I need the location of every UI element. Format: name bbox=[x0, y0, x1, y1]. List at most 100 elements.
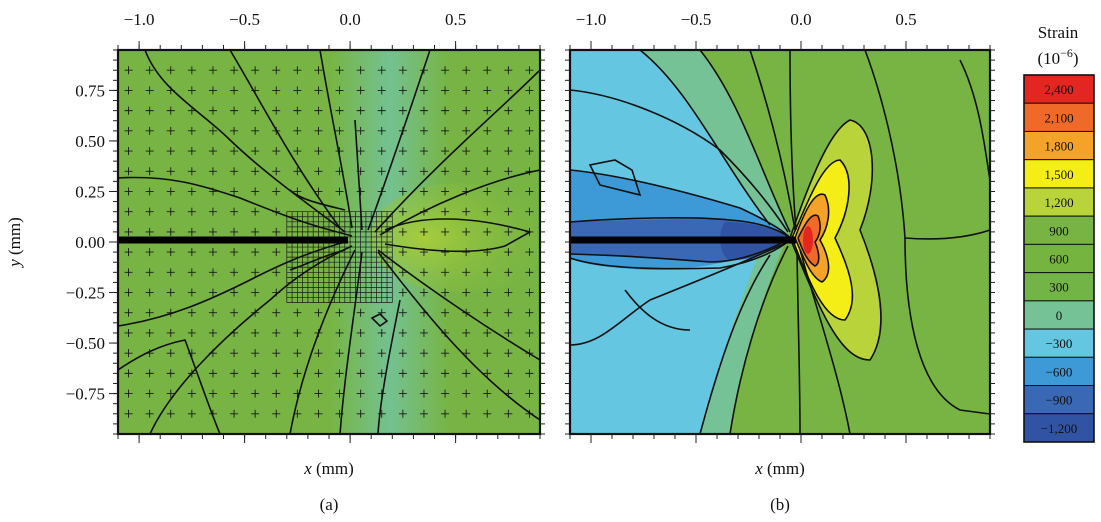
grid-marker bbox=[504, 126, 513, 135]
grid-marker bbox=[441, 106, 450, 115]
grid-marker bbox=[504, 106, 513, 115]
grid-marker bbox=[293, 349, 302, 358]
panel-a-ytick-label: −0.50 bbox=[66, 334, 105, 353]
grid-marker bbox=[272, 106, 281, 115]
grid-marker bbox=[208, 369, 217, 378]
grid-marker bbox=[187, 167, 196, 176]
grid-marker bbox=[124, 126, 133, 135]
colorbar-label: 1,500 bbox=[1044, 167, 1073, 182]
grid-marker bbox=[208, 288, 217, 297]
grid-marker bbox=[145, 66, 154, 75]
panel-b-xlabel-unit: (mm) bbox=[763, 459, 805, 478]
grid-marker bbox=[356, 106, 365, 115]
grid-marker bbox=[441, 268, 450, 277]
grid-marker bbox=[525, 66, 534, 75]
grid-marker bbox=[377, 126, 386, 135]
grid-marker bbox=[504, 349, 513, 358]
grid-marker bbox=[419, 106, 428, 115]
grid-marker bbox=[124, 369, 133, 378]
grid-marker bbox=[166, 106, 175, 115]
panel-a-xlabel: x (mm) bbox=[303, 459, 354, 478]
grid-marker bbox=[166, 147, 175, 156]
grid-marker bbox=[187, 409, 196, 418]
grid-marker bbox=[335, 66, 344, 75]
grid-marker bbox=[124, 207, 133, 216]
grid-marker bbox=[525, 328, 534, 337]
grid-marker bbox=[145, 328, 154, 337]
grid-marker bbox=[166, 409, 175, 418]
grid-marker bbox=[314, 126, 323, 135]
colorbar-label: 2,100 bbox=[1044, 110, 1073, 125]
grid-marker bbox=[272, 328, 281, 337]
grid-marker bbox=[525, 268, 534, 277]
grid-marker bbox=[377, 369, 386, 378]
panel-b: −1.0 −0.5 0.0 0.5 bbox=[565, 10, 995, 443]
grid-marker bbox=[251, 66, 260, 75]
grid-marker bbox=[462, 369, 471, 378]
grid-marker bbox=[462, 126, 471, 135]
grid-marker bbox=[335, 369, 344, 378]
grid-marker bbox=[525, 126, 534, 135]
colorbar-label: −900 bbox=[1046, 393, 1073, 408]
grid-marker bbox=[483, 187, 492, 196]
grid-marker bbox=[504, 66, 513, 75]
grid-marker bbox=[356, 409, 365, 418]
grid-marker bbox=[208, 66, 217, 75]
grid-marker bbox=[272, 167, 281, 176]
grid-marker bbox=[293, 369, 302, 378]
grid-marker bbox=[272, 248, 281, 257]
grid-marker bbox=[187, 268, 196, 277]
grid-marker bbox=[504, 167, 513, 176]
panel-a-label: (a) bbox=[320, 495, 339, 514]
grid-marker bbox=[419, 268, 428, 277]
colorbar-label: −1,200 bbox=[1041, 421, 1078, 436]
grid-marker bbox=[314, 187, 323, 196]
grid-marker bbox=[462, 86, 471, 95]
grid-marker bbox=[251, 389, 260, 398]
grid-marker bbox=[441, 187, 450, 196]
grid-marker bbox=[356, 66, 365, 75]
grid-marker bbox=[166, 349, 175, 358]
grid-marker bbox=[145, 227, 154, 236]
colorbar-label: 1,200 bbox=[1044, 195, 1073, 210]
grid-marker bbox=[124, 86, 133, 95]
grid-marker bbox=[483, 409, 492, 418]
grid-marker bbox=[356, 308, 365, 317]
colorbar-label: 2,400 bbox=[1044, 82, 1073, 97]
grid-marker bbox=[124, 167, 133, 176]
colorbar-cell bbox=[1023, 385, 1095, 415]
grid-marker bbox=[525, 248, 534, 257]
grid-marker bbox=[356, 369, 365, 378]
grid-marker bbox=[187, 227, 196, 236]
panel-b-xtick-label: −0.5 bbox=[681, 10, 712, 29]
grid-marker bbox=[483, 106, 492, 115]
grid-marker bbox=[377, 147, 386, 156]
grid-marker bbox=[462, 207, 471, 216]
grid-marker bbox=[166, 167, 175, 176]
grid-marker bbox=[166, 227, 175, 236]
grid-marker bbox=[251, 328, 260, 337]
grid-marker bbox=[314, 369, 323, 378]
grid-marker bbox=[187, 389, 196, 398]
grid-marker bbox=[398, 409, 407, 418]
grid-marker bbox=[525, 308, 534, 317]
grid-marker bbox=[462, 227, 471, 236]
panel-b-axes: −1.0 −0.5 0.0 0.5 bbox=[565, 10, 995, 443]
grid-marker bbox=[251, 349, 260, 358]
grid-marker bbox=[483, 207, 492, 216]
grid-marker bbox=[525, 106, 534, 115]
grid-marker bbox=[441, 207, 450, 216]
grid-marker bbox=[441, 227, 450, 236]
colorbar-unit-base: (10 bbox=[1037, 49, 1060, 68]
grid-marker bbox=[356, 147, 365, 156]
grid-marker bbox=[230, 349, 239, 358]
panel-a-axes: −1.0 −0.5 0.0 0.5 0.75 0.50 0.25 0.00 −0.25 −0.50… bbox=[66, 10, 545, 443]
grid-marker bbox=[187, 248, 196, 257]
grid-marker bbox=[230, 126, 239, 135]
grid-marker bbox=[166, 369, 175, 378]
panel-a-xtick-label: 0.5 bbox=[445, 10, 466, 29]
grid-marker bbox=[398, 167, 407, 176]
grid-marker bbox=[293, 308, 302, 317]
panel-a-ytick-label: −0.75 bbox=[66, 385, 105, 404]
grid-marker bbox=[398, 349, 407, 358]
